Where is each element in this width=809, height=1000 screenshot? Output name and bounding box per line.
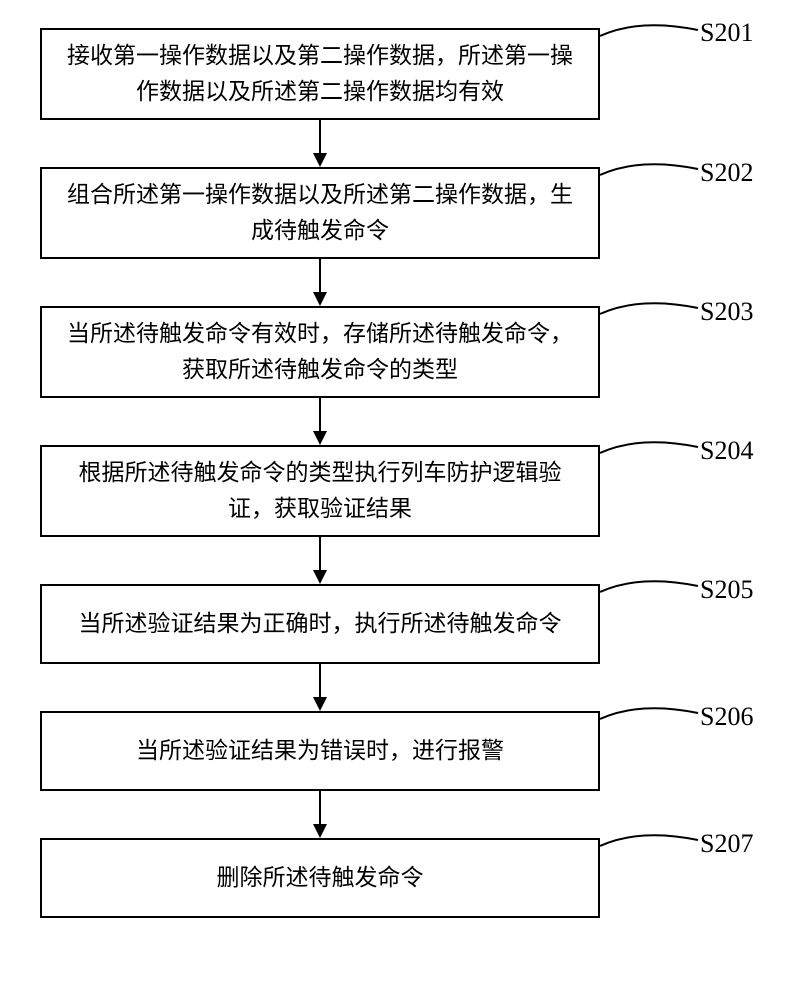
flow-node-s202: 组合所述第一操作数据以及所述第二操作数据，生成待触发命令 [40,167,600,259]
leader-line [600,302,700,332]
flow-node-s203: 当所述待触发命令有效时，存储所述待触发命令，获取所述待触发命令的类型 [40,306,600,398]
leader-line [600,834,700,864]
flow-node-s205: 当所述验证结果为正确时，执行所述待触发命令 [40,584,600,664]
leader-line [600,580,700,610]
flow-node-s207: 删除所述待触发命令 [40,838,600,918]
flow-node-s201: 接收第一操作数据以及第二操作数据，所述第一操作数据以及所述第二操作数据均有效 [40,28,600,120]
flow-node-s204: 根据所述待触发命令的类型执行列车防护逻辑验证，获取验证结果 [40,445,600,537]
node-label-s204: S204 [700,436,753,466]
node-label-s201: S201 [700,18,753,48]
flowchart-canvas: 接收第一操作数据以及第二操作数据，所述第一操作数据以及所述第二操作数据均有效 S… [0,0,809,1000]
leader-line [600,707,700,737]
node-text: 组合所述第一操作数据以及所述第二操作数据，生成待触发命令 [56,177,584,248]
leader-line [600,24,700,54]
node-label-s205: S205 [700,575,753,605]
node-text: 删除所述待触发命令 [217,860,424,896]
node-text: 根据所述待触发命令的类型执行列车防护逻辑验证，获取验证结果 [56,455,584,526]
leader-line [600,441,700,471]
node-text: 当所述待触发命令有效时，存储所述待触发命令，获取所述待触发命令的类型 [56,316,584,387]
node-text: 接收第一操作数据以及第二操作数据，所述第一操作数据以及所述第二操作数据均有效 [56,38,584,109]
node-label-s203: S203 [700,297,753,327]
flow-node-s206: 当所述验证结果为错误时，进行报警 [40,711,600,791]
node-label-s206: S206 [700,702,753,732]
node-text: 当所述验证结果为正确时，执行所述待触发命令 [79,606,562,642]
node-label-s207: S207 [700,829,753,859]
node-text: 当所述验证结果为错误时，进行报警 [136,733,504,769]
leader-line [600,163,700,193]
node-label-s202: S202 [700,158,753,188]
